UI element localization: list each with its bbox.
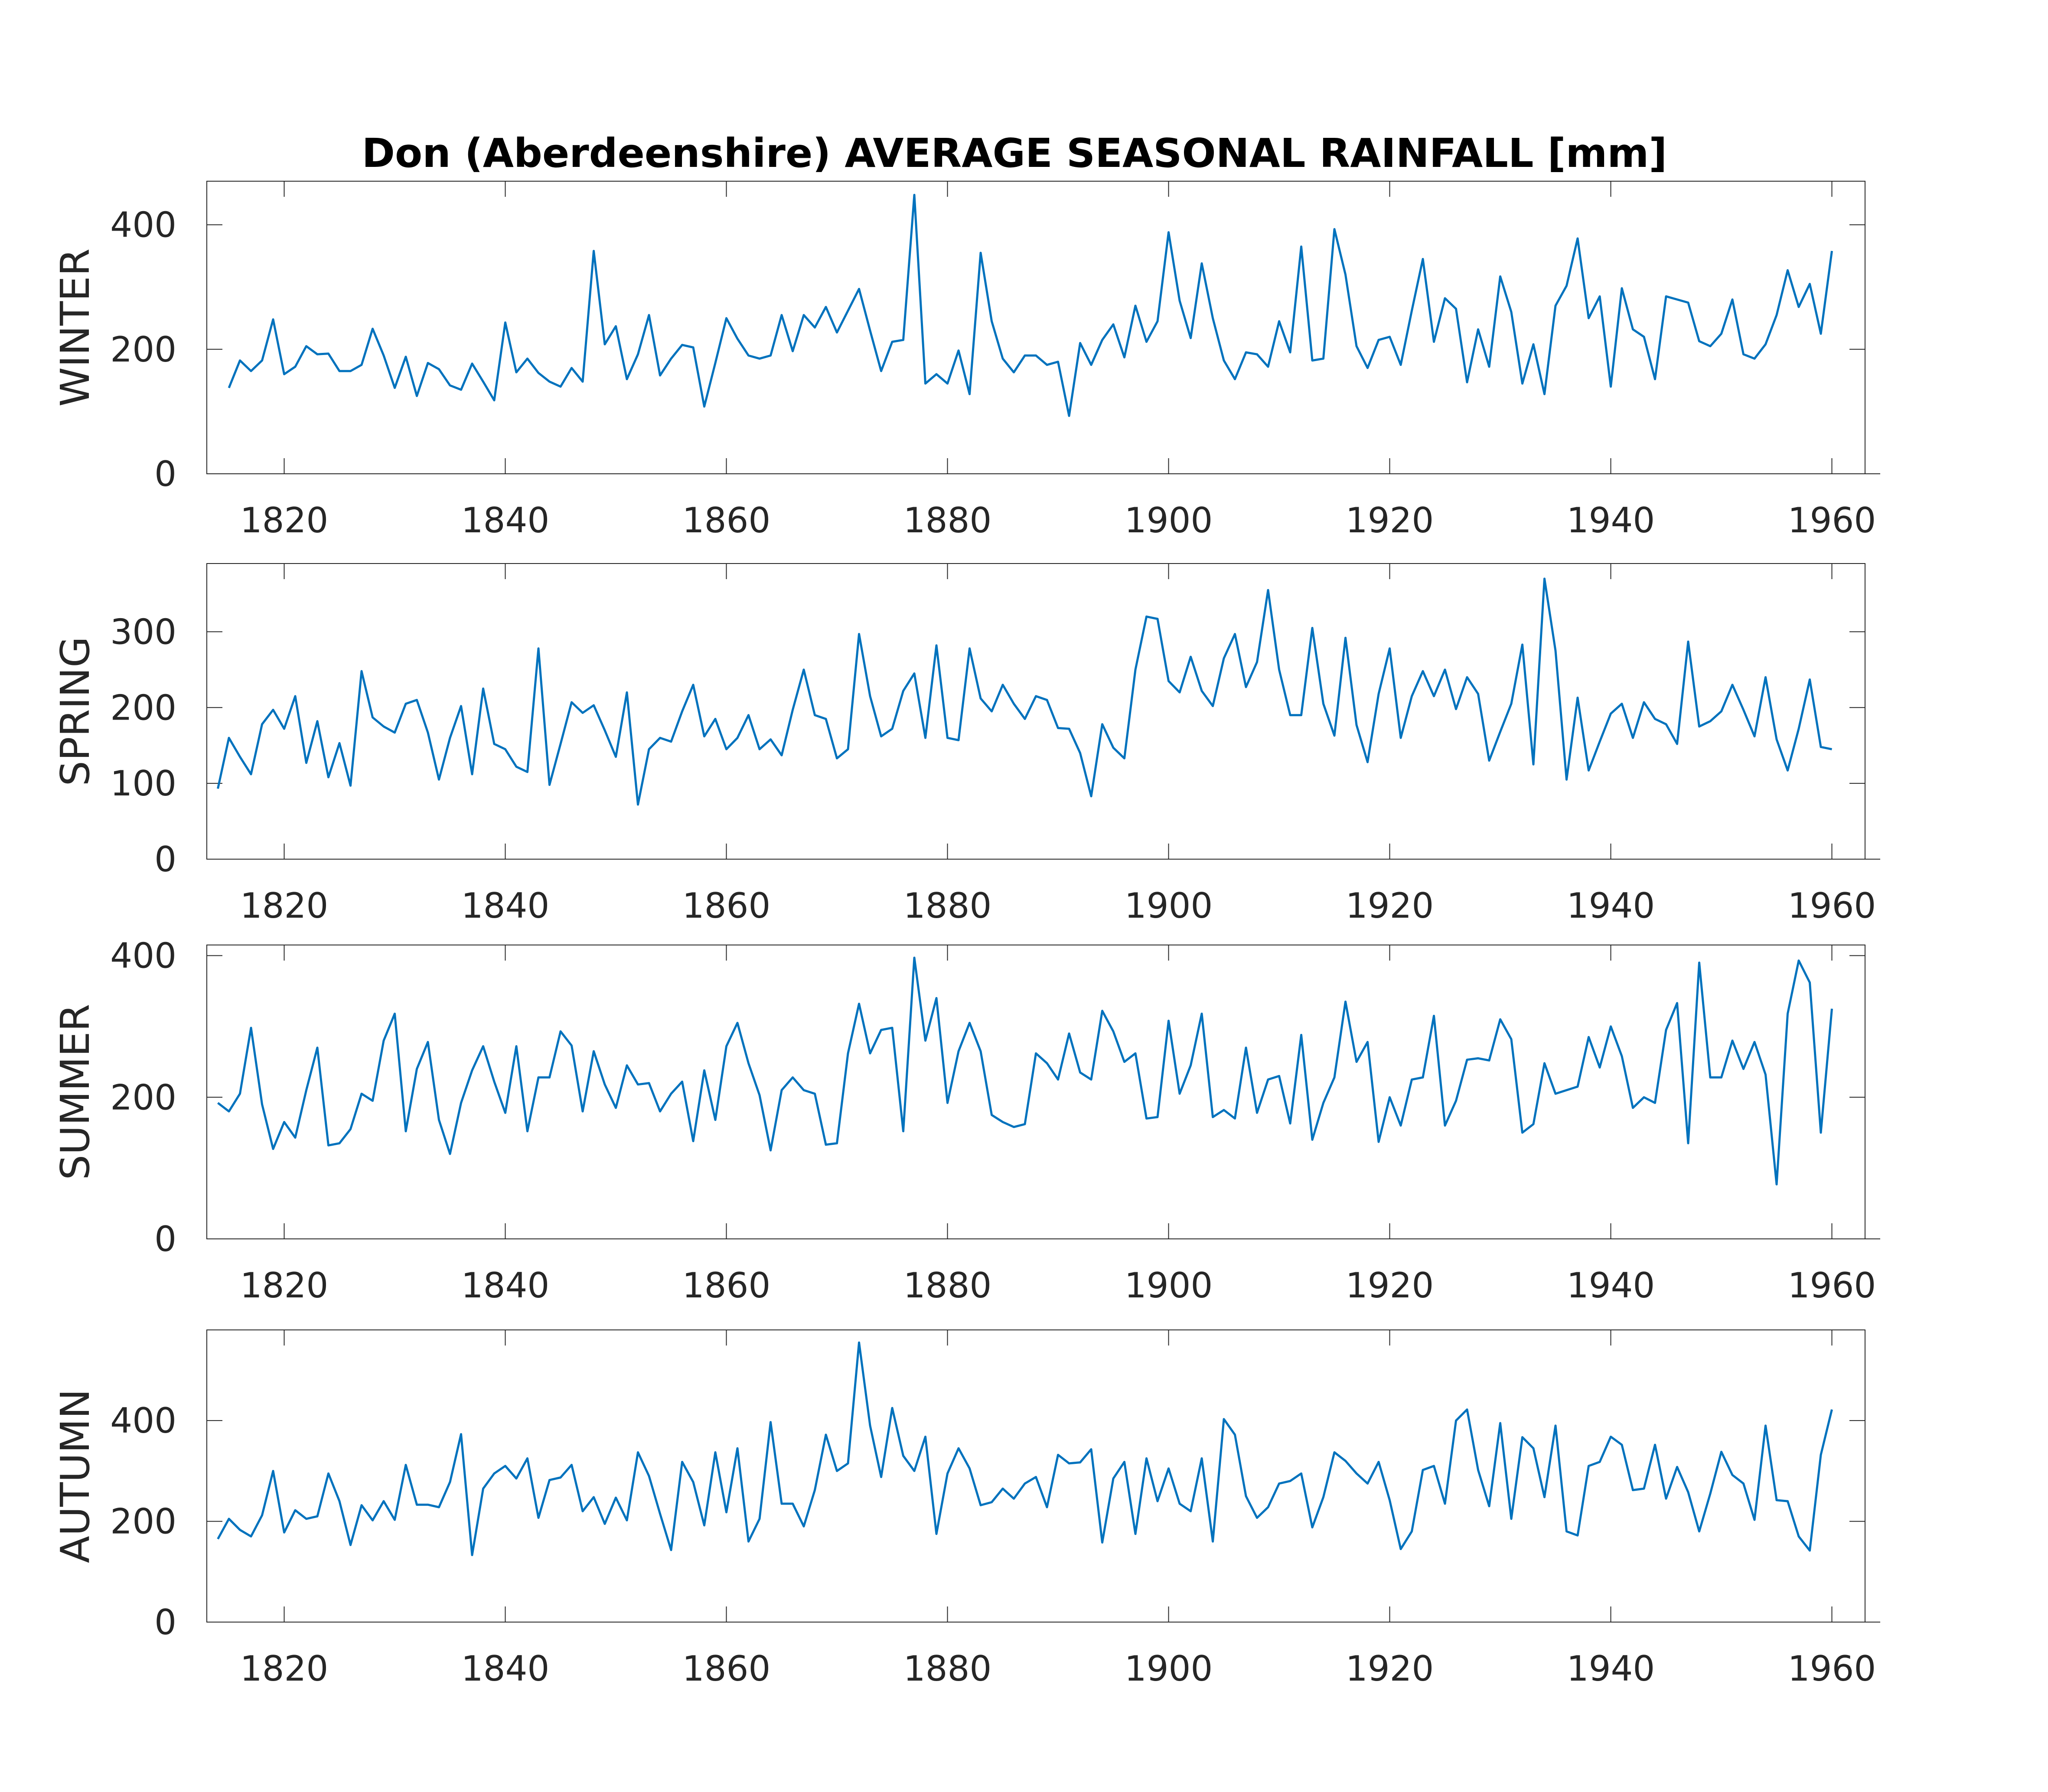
axes-frame	[206, 181, 1865, 474]
x-tick-label: 1960	[1788, 1649, 1876, 1689]
x-tick-label: 1840	[461, 500, 550, 541]
chart-panels: 1820 1840 1860 1880 1900 1920 1940 1960 0 200 400 W…	[52, 181, 1880, 1689]
x-tick-label: 1820	[240, 500, 329, 541]
x-tick-label: 1820	[240, 886, 329, 926]
series-line-spring	[217, 577, 1832, 806]
y-tick-label: 100	[110, 763, 176, 804]
x-tick-label: 1880	[903, 500, 992, 541]
y-tick-label: 0	[154, 1602, 176, 1642]
y-axis-label: SPRING	[52, 636, 98, 786]
panel-autumn: 1820 1840 1860 1880 1900 1920 1940 1960 0 200 400 A…	[52, 1329, 1880, 1689]
y-axis-label: AUTUMN	[52, 1389, 98, 1563]
y-tick-label: 200	[110, 1502, 176, 1542]
x-tick-label: 1820	[240, 1265, 329, 1306]
y-tick-label: 0	[154, 1219, 176, 1259]
x-tick-label: 1920	[1346, 1649, 1434, 1689]
x-tick-label: 1900	[1125, 1649, 1213, 1689]
x-tick-label: 1840	[461, 1649, 550, 1689]
x-tick-label: 1920	[1346, 500, 1434, 541]
x-tick-label: 1900	[1125, 886, 1213, 926]
y-tick-label: 0	[154, 454, 176, 494]
x-tick-label: 1960	[1788, 500, 1876, 541]
x-tick-label: 1820	[240, 1649, 329, 1689]
x-tick-label: 1940	[1567, 886, 1655, 926]
x-tick-label: 1920	[1346, 886, 1434, 926]
x-tick-label: 1960	[1788, 886, 1876, 926]
x-tick-label: 1880	[903, 1265, 992, 1306]
x-tick-label: 1940	[1567, 1649, 1655, 1689]
panel-winter: 1820 1840 1860 1880 1900 1920 1940 1960 0 200 400 W…	[52, 181, 1880, 541]
y-tick-label: 0	[154, 839, 176, 880]
y-tick-label: 200	[110, 687, 176, 728]
x-tick-label: 1960	[1788, 1265, 1876, 1306]
y-tick-label: 400	[110, 205, 176, 245]
x-tick-label: 1940	[1567, 1265, 1655, 1306]
x-tick-label: 1860	[682, 500, 771, 541]
series-line-winter	[228, 194, 1833, 417]
x-tick-label: 1880	[903, 1649, 992, 1689]
y-tick-label: 400	[110, 936, 176, 976]
axes-frame	[206, 945, 1865, 1239]
y-tick-label: 300	[110, 612, 176, 652]
x-tick-label: 1860	[682, 1265, 771, 1306]
y-tick-label: 200	[110, 329, 176, 370]
x-tick-label: 1860	[682, 1649, 771, 1689]
y-tick-label: 200	[110, 1077, 176, 1118]
x-tick-label: 1920	[1346, 1265, 1434, 1306]
y-axis-label: SUMMER	[52, 1004, 98, 1180]
series-line-autumn	[217, 1341, 1833, 1556]
y-axis-label: WINTER	[52, 248, 98, 407]
x-tick-label: 1940	[1567, 500, 1655, 541]
chart-title: Don (Aberdeenshire) AVERAGE SEASONAL RAI…	[362, 130, 1667, 176]
series-line-summer	[217, 956, 1833, 1186]
x-tick-label: 1900	[1125, 1265, 1213, 1306]
x-tick-label: 1880	[903, 886, 992, 926]
panel-spring: 1820 1840 1860 1880 1900 1920 1940 1960 0 100 200 3…	[52, 563, 1880, 926]
y-tick-label: 400	[110, 1401, 176, 1441]
axes-frame	[206, 563, 1865, 860]
x-tick-label: 1900	[1125, 500, 1213, 541]
x-tick-label: 1840	[461, 1265, 550, 1306]
panel-summer: 1820 1840 1860 1880 1900 1920 1940 1960 0 200 400 S…	[52, 936, 1880, 1306]
x-tick-label: 1860	[682, 886, 771, 926]
x-tick-label: 1840	[461, 886, 550, 926]
